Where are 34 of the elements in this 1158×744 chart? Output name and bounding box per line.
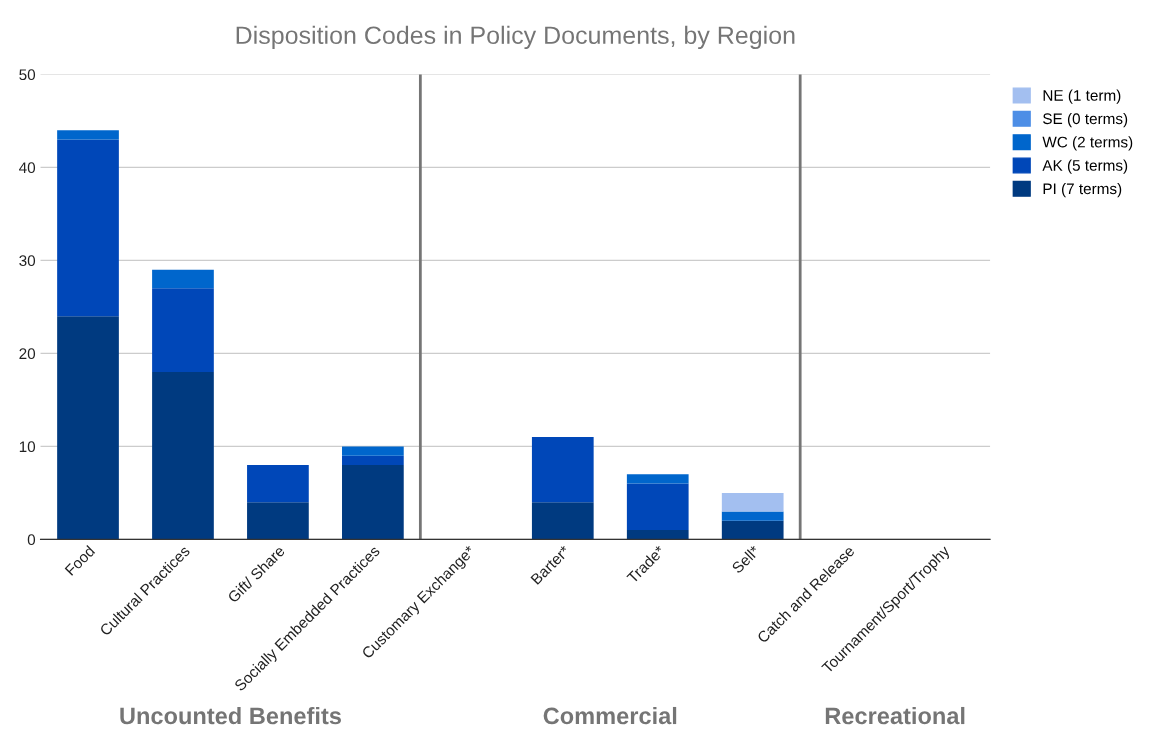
bar	[342, 446, 404, 456]
chart-title: Disposition Codes in Policy Documents, by Region	[236, 25, 795, 50]
bar	[342, 465, 404, 540]
bar	[626, 474, 689, 484]
bar	[57, 316, 119, 540]
bar	[721, 520, 784, 540]
legend-label: WC (2 terms)	[1042, 136, 1133, 151]
legend-label: AK (5 terms)	[1042, 159, 1128, 174]
bar	[152, 372, 214, 540]
bar	[342, 455, 404, 465]
bar	[626, 483, 689, 531]
bar	[152, 288, 214, 372]
y-tick-label: 0	[27, 534, 36, 546]
y-tick-label: 40	[19, 162, 36, 174]
legend-label: PI (7 terms)	[1043, 182, 1122, 198]
bar	[247, 502, 309, 540]
bar	[626, 530, 689, 540]
text: Uncounted Benefits	[120, 706, 341, 725]
bar	[57, 139, 119, 317]
bar	[531, 437, 594, 503]
legend-label: SE (0 terms)	[1043, 112, 1128, 128]
bar	[721, 511, 784, 521]
bar	[531, 502, 594, 540]
y-tick-label: 30	[19, 255, 36, 267]
bar	[57, 130, 119, 140]
text: Recreational	[825, 706, 965, 725]
y-tick-label: 10	[19, 441, 36, 453]
bar	[152, 269, 214, 289]
legend-label: NE (1 term)	[1043, 89, 1121, 104]
bar	[247, 465, 309, 503]
y-tick-label: 50	[19, 69, 36, 81]
bar	[721, 492, 784, 512]
text: Commercial	[543, 706, 677, 725]
y-tick-label: 20	[19, 348, 36, 360]
